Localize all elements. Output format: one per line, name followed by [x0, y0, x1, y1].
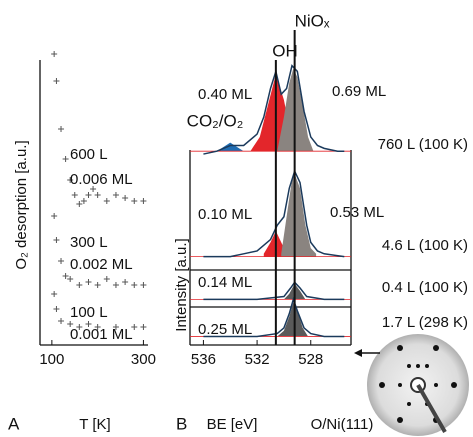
marker — [140, 198, 146, 204]
marker — [63, 156, 69, 162]
marker — [51, 291, 57, 297]
coverage-label: 0.002 ML — [70, 256, 133, 273]
marker — [140, 282, 146, 288]
peak-label: NiOₓ — [295, 11, 330, 30]
marker — [53, 237, 59, 243]
marker — [95, 192, 101, 198]
x-axis-title: T [K] — [79, 416, 110, 433]
panel-label: B — [176, 414, 187, 433]
marker — [85, 192, 91, 198]
figure: A T [K] O₂ desorption [a.u.] B BE [eV] I… — [0, 0, 473, 437]
marker — [58, 318, 64, 324]
x-tick-label: 532 — [245, 351, 270, 368]
coverage-label: 0.006 ML — [70, 171, 133, 188]
spectrum-label: 1.7 L (298 K) — [382, 314, 468, 331]
peak-label: CO₂/O₂ — [187, 111, 244, 130]
series-label: 100 L — [70, 304, 108, 321]
coverage-label: 0.53 ML — [330, 204, 384, 221]
coverage-label: 0.69 ML — [332, 83, 386, 100]
coverage-label: 0.10 ML — [198, 206, 252, 223]
y-axis-title: O₂ desorption [a.u.] — [13, 140, 30, 269]
x-tick-label: 528 — [298, 351, 323, 368]
y-axis-title: Intensity [a.u.] — [173, 238, 190, 331]
marker — [95, 282, 101, 288]
leed-pattern — [367, 334, 469, 436]
x-tick-label: 100 — [39, 351, 64, 368]
coverage-label: 0.14 ML — [198, 274, 252, 291]
x-axis-title: BE [eV] — [207, 416, 258, 433]
coverage-label: 0.001 ML — [70, 326, 133, 343]
marker — [131, 282, 137, 288]
x-tick-label: 536 — [191, 351, 216, 368]
marker — [81, 198, 87, 204]
marker — [76, 201, 82, 207]
panel-label: A — [8, 414, 20, 433]
x-tick-label: 300 — [131, 351, 156, 368]
marker — [131, 198, 137, 204]
marker — [122, 279, 128, 285]
peak-label: OH — [272, 41, 298, 60]
coverage-label: 0.40 ML — [198, 86, 252, 103]
arrow — [354, 349, 380, 357]
series-label: 600 L — [70, 146, 108, 163]
marker — [58, 126, 64, 132]
coverage-label: 0.25 ML — [198, 321, 252, 338]
marker — [53, 306, 59, 312]
series-label: 300 L — [70, 234, 108, 251]
spectrum-label: 4.6 L (100 K) — [382, 237, 468, 254]
marker — [104, 276, 110, 282]
marker — [104, 198, 110, 204]
spectrum-label: 0.4 L (100 K) — [382, 279, 468, 296]
spectrum-label: 760 L (100 K) — [378, 136, 468, 153]
marker — [72, 192, 78, 198]
marker — [76, 282, 82, 288]
sample-label: O/Ni(111) — [311, 416, 374, 433]
marker — [51, 213, 57, 219]
marker — [85, 279, 91, 285]
marker — [53, 78, 59, 84]
marker — [140, 324, 146, 330]
marker — [67, 276, 73, 282]
marker — [58, 258, 64, 264]
marker — [113, 192, 119, 198]
marker — [51, 51, 57, 57]
marker — [63, 273, 69, 279]
marker — [113, 282, 119, 288]
marker — [122, 195, 128, 201]
component-area — [281, 174, 316, 257]
